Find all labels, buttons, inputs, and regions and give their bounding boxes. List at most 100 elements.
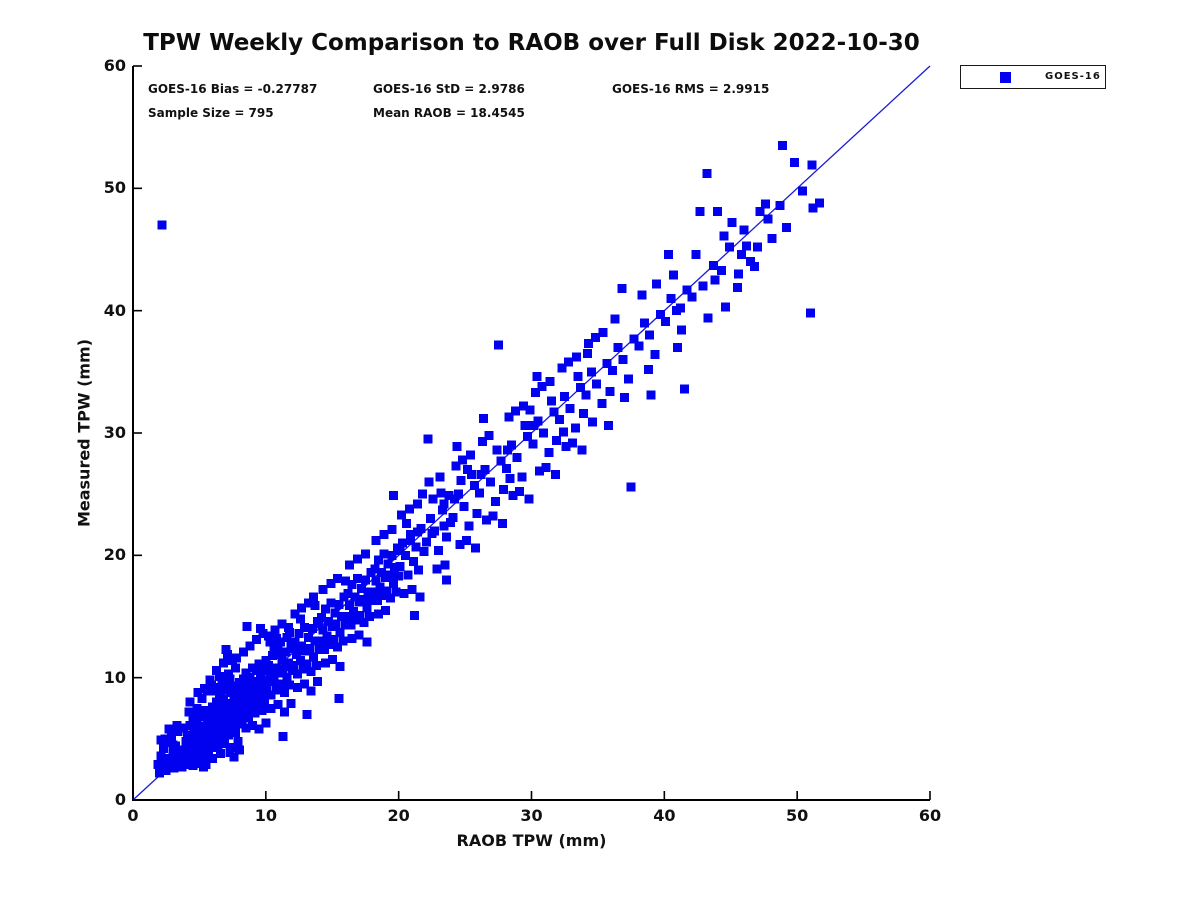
scatter-marker bbox=[278, 731, 288, 741]
scatter-marker bbox=[457, 455, 467, 465]
scatter-marker bbox=[233, 736, 243, 746]
scatter-marker bbox=[399, 588, 409, 598]
scatter-marker bbox=[539, 428, 548, 438]
scatter-marker bbox=[333, 574, 343, 584]
scatter-marker bbox=[317, 613, 327, 623]
scatter-marker bbox=[808, 203, 818, 213]
scatter-marker bbox=[232, 713, 242, 723]
scatter-marker bbox=[302, 659, 312, 669]
scatter-marker bbox=[209, 686, 219, 696]
scatter-marker bbox=[370, 564, 380, 574]
scatter-marker bbox=[299, 623, 309, 632]
scatter-marker bbox=[767, 234, 777, 243]
scatter-marker bbox=[193, 687, 203, 697]
scatter-marker bbox=[739, 225, 749, 235]
scatter-marker bbox=[709, 260, 718, 270]
scatter-marker bbox=[225, 717, 235, 727]
scatter-marker bbox=[309, 652, 319, 662]
scatter-marker bbox=[264, 660, 273, 670]
scatter-marker bbox=[355, 610, 365, 620]
scatter-marker bbox=[427, 528, 437, 538]
scatter-marker bbox=[327, 654, 337, 664]
y-tick-label: 10 bbox=[103, 667, 126, 687]
scatter-marker bbox=[472, 509, 482, 519]
scatter-marker bbox=[677, 325, 687, 335]
scatter-marker bbox=[309, 592, 319, 602]
scatter-marker bbox=[512, 453, 522, 462]
scatter-marker bbox=[679, 384, 689, 394]
scatter-marker bbox=[293, 669, 303, 679]
scatter-marker bbox=[347, 634, 357, 643]
scatter-marker bbox=[210, 736, 220, 746]
scatter-marker bbox=[262, 665, 272, 675]
scatter-marker bbox=[335, 662, 345, 672]
scatter-marker bbox=[294, 629, 304, 639]
scatter-marker bbox=[264, 631, 273, 641]
scatter-marker bbox=[368, 587, 378, 597]
scatter-marker bbox=[208, 731, 218, 741]
scatter-marker bbox=[724, 242, 734, 252]
scatter-marker bbox=[290, 609, 300, 619]
scatter-marker bbox=[590, 333, 600, 343]
scatter-marker bbox=[198, 740, 208, 750]
scatter-marker bbox=[496, 456, 506, 466]
scatter-marker bbox=[347, 580, 357, 590]
scatter-marker bbox=[376, 568, 386, 577]
scatter-marker bbox=[663, 249, 673, 259]
scatter-marker bbox=[185, 720, 195, 730]
scatter-marker bbox=[497, 519, 507, 528]
scatter-marker bbox=[212, 723, 222, 733]
scatter-marker bbox=[617, 284, 627, 294]
scatter-marker bbox=[283, 623, 293, 632]
scatter-marker bbox=[537, 382, 547, 391]
scatter-marker bbox=[179, 723, 188, 733]
scatter-marker bbox=[298, 664, 308, 674]
scatter-marker bbox=[560, 391, 570, 401]
scatter-marker bbox=[311, 660, 321, 670]
x-tick-label: 40 bbox=[653, 806, 676, 825]
scatter-marker bbox=[406, 530, 416, 539]
scatter-marker bbox=[238, 647, 248, 657]
scatter-marker bbox=[167, 733, 176, 743]
scatter-marker bbox=[651, 279, 661, 289]
scatter-marker bbox=[561, 442, 571, 451]
scatter-marker bbox=[265, 637, 275, 647]
scatter-marker bbox=[469, 481, 479, 491]
scatter-marker bbox=[314, 619, 324, 629]
scatter-marker bbox=[359, 618, 369, 628]
scatter-marker bbox=[755, 207, 765, 217]
scatter-marker bbox=[378, 591, 388, 601]
scatter-marker bbox=[446, 517, 455, 527]
scatter-marker bbox=[261, 656, 271, 665]
scatter-marker bbox=[626, 482, 636, 492]
scatter-marker bbox=[282, 632, 292, 642]
scatter-marker bbox=[318, 585, 328, 595]
scatter-marker bbox=[290, 637, 300, 647]
scatter-marker bbox=[637, 290, 647, 300]
scatter-marker bbox=[524, 494, 534, 504]
scatter-marker bbox=[306, 686, 316, 696]
scatter-marker bbox=[358, 594, 368, 604]
scatter-marker bbox=[608, 366, 617, 376]
scatter-marker bbox=[321, 604, 331, 614]
scatter-marker bbox=[330, 608, 340, 618]
scatter-marker bbox=[439, 499, 449, 509]
scatter-marker bbox=[598, 328, 608, 338]
scatter-marker bbox=[228, 656, 238, 665]
scatter-marker bbox=[703, 313, 713, 323]
scatter-marker bbox=[604, 421, 613, 431]
y-tick-label: 40 bbox=[103, 300, 126, 320]
scatter-marker bbox=[260, 697, 269, 707]
scatter-marker bbox=[436, 488, 446, 498]
scatter-marker bbox=[573, 372, 583, 382]
scatter-marker bbox=[281, 647, 291, 657]
scatter-marker bbox=[415, 592, 425, 602]
scatter-marker bbox=[258, 629, 268, 639]
scatter-marker bbox=[481, 515, 491, 525]
scatter-marker bbox=[763, 214, 773, 224]
scatter-marker bbox=[624, 374, 633, 384]
scatter-marker bbox=[475, 488, 485, 498]
scatter-marker bbox=[252, 635, 261, 645]
scatter-marker bbox=[806, 308, 815, 318]
